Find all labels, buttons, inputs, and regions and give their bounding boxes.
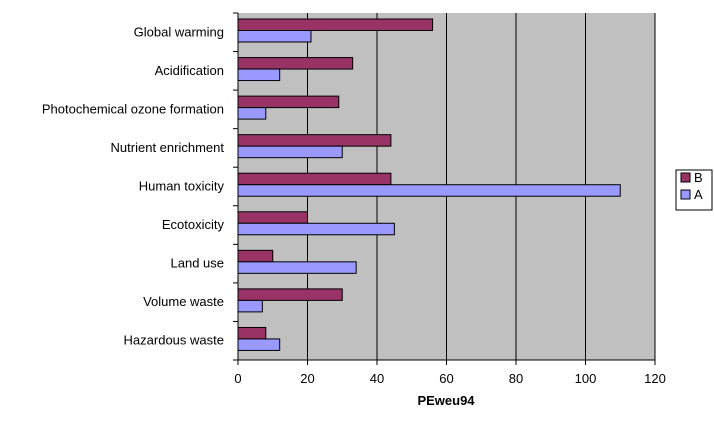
- bar-B-0: [237, 18, 434, 31]
- legend-label-B: B: [694, 170, 703, 185]
- legend: BA: [675, 169, 713, 211]
- bar-B-6: [237, 249, 274, 263]
- legend-swatch-B: [680, 172, 691, 183]
- axes: [233, 12, 655, 361]
- category-label: Photochemical ozone formation: [42, 101, 224, 116]
- x-tick-label: 20: [300, 371, 314, 386]
- category-label: Hazardous waste: [124, 333, 224, 348]
- x-tick-label: 0: [234, 371, 241, 386]
- x-tick-label: 100: [575, 371, 597, 386]
- legend-swatch-A: [680, 189, 691, 200]
- bar-B-2: [237, 95, 340, 109]
- bar-A-6: [237, 261, 357, 274]
- bar-A-2: [237, 107, 267, 120]
- bar-B-7: [237, 288, 343, 301]
- bar-B-8: [237, 326, 267, 340]
- legend-label-A: A: [694, 187, 703, 202]
- category-label: Global warming: [134, 24, 224, 39]
- category-label: Human toxicity: [139, 179, 225, 194]
- category-labels: Global warming Acidification Photochemical…: [42, 24, 225, 347]
- bar-B-5: [237, 211, 308, 224]
- bar-A-7: [237, 299, 263, 313]
- category-label: Ecotoxicity: [162, 217, 225, 232]
- category-label: Nutrient enrichment: [111, 140, 225, 155]
- bar-B-3: [237, 134, 392, 147]
- x-tick-label: 80: [509, 371, 523, 386]
- bar-A-3: [237, 145, 343, 159]
- bar-A-5: [237, 222, 395, 236]
- x-tick-label: 120: [644, 371, 666, 386]
- category-label: Volume waste: [143, 294, 224, 309]
- x-tick-label: 40: [370, 371, 384, 386]
- x-axis-ticks: 0 20 40 60 80 100 120: [234, 360, 666, 386]
- bar-A-0: [237, 30, 312, 43]
- x-tick-label: 60: [439, 371, 453, 386]
- bar-A-4: [237, 184, 621, 197]
- x-axis-title: PEweu94: [417, 393, 475, 408]
- bar-A-8: [237, 338, 281, 351]
- category-label: Acidification: [155, 63, 224, 78]
- bar-B-4: [237, 172, 392, 186]
- bar-A-1: [237, 68, 281, 82]
- category-label: Land use: [171, 256, 225, 271]
- bar-B-1: [237, 57, 354, 70]
